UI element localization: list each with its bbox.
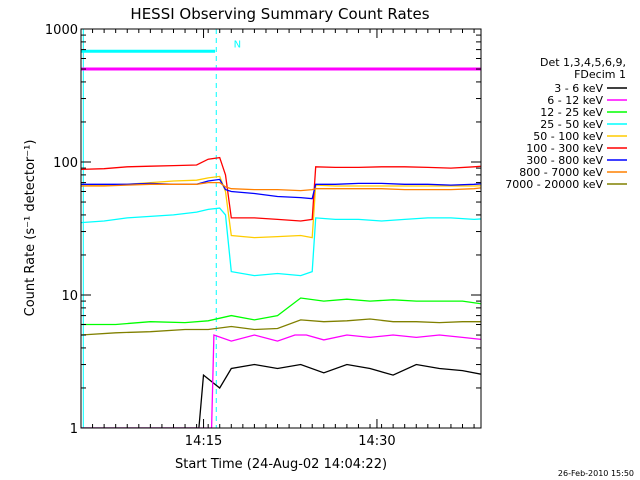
y-tick-label: 1000 [45,23,78,38]
legend-label: 25 - 50 keV [540,118,603,131]
x-tick-label: 14:15 [185,434,222,449]
y-tick-label: 1 [70,422,78,437]
plot-area: NFSA1A3 [81,29,481,428]
x-tick-label: 14:30 [358,434,395,449]
axis-ticks: 14:15 14:30 1 10 100 1000 [45,23,481,449]
legend-title: Det 1,3,4,5,6,9, [540,56,626,69]
x-axis-label: Start Time (24-Aug-02 14:04:22) [175,457,387,472]
legend-label: 12 - 25 keV [540,106,603,119]
series-line-9 [81,318,481,336]
series-line-5 [81,175,481,239]
plot-content: NFSA1A3 [81,29,481,428]
legend-label: 50 - 100 keV [533,130,603,143]
legend-label: 800 - 7000 keV [519,166,603,179]
series-line-8 [81,181,481,192]
flag-label: N [234,39,241,50]
plot-frame [80,28,482,429]
legend-label: 100 - 300 keV [526,142,603,155]
series-line-3 [81,297,481,326]
y-axis-label: Count Rate (s⁻¹ detector⁻¹) [23,140,38,317]
y-tick-label: 10 [61,289,78,304]
legend-title: FDecim 1 [574,68,626,81]
series-line-7 [81,178,481,200]
legend-label: 7000 - 20000 keV [505,178,603,191]
series-line-4 [81,207,481,277]
legend-label: 6 - 12 keV [547,94,603,107]
y-tick-label: 100 [53,156,78,171]
series-line-1 [81,363,481,428]
legend-label: 3 - 6 keV [554,82,603,95]
legend-label: 300 - 800 keV [526,154,603,167]
series-line-2 [81,334,481,428]
footer-timestamp: 26-Feb-2010 15:50 [558,469,634,478]
chart-title: HESSI Observing Summary Count Rates [130,5,429,23]
series-line-6 [81,156,481,222]
